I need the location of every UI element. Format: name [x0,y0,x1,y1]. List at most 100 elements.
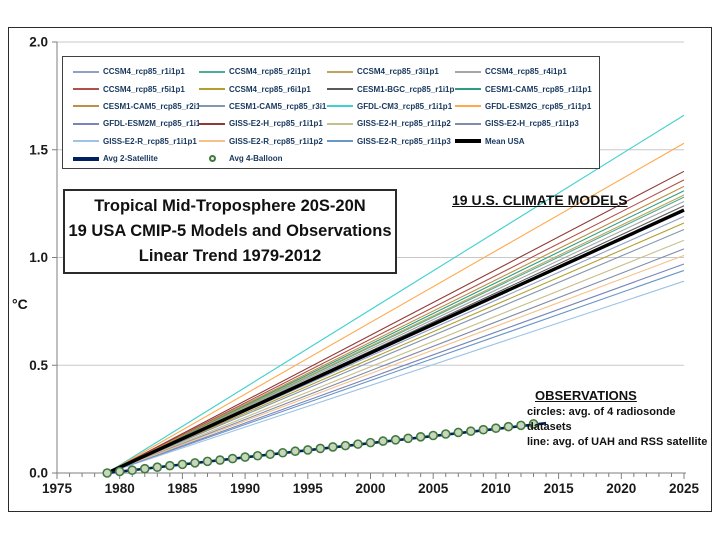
svg-text:2000: 2000 [355,481,385,496]
balloon-marker [277,447,288,458]
balloon-marker [290,446,301,457]
balloon-marker [353,439,363,449]
balloon-marker [428,430,439,441]
legend-label: CCSM4_rcp85_r5i1p1 [103,84,185,94]
legend-entry: GFDL-ESM2G_rcp85_r1i1p1 [455,98,595,115]
y-axis-unit-label: °C [12,296,28,312]
legend-line-swatch [455,70,481,73]
model-line [106,228,685,474]
model-line [106,239,685,474]
legend-line-swatch [73,70,99,73]
legend-entry: GISS-E2-H_rcp85_r1i1p2 [327,115,455,132]
legend-label: CESM1-CAM5_rcp85_r1i1p1 [485,84,592,94]
balloon-marker [453,427,464,438]
legend-entry: CCSM4_rcp85_r3i1p1 [327,63,455,80]
legend-line-swatch [199,122,225,125]
legend-entry: CCSM4_rcp85_r6i1p1 [199,80,327,97]
balloon-marker [415,431,426,442]
legend-label: Mean USA [485,136,525,146]
legend-entry: CESM1-CAM5_rcp85_r3i1p1 [199,98,327,115]
balloon-marker [202,456,213,467]
legend-line-swatch [327,88,353,91]
balloon-marker [528,419,539,429]
legend-entry: CESM1-CAM5_rcp85_r1i1p1 [455,80,595,97]
legend-label: GISS-E2-R_rcp85_r1i1p2 [229,136,323,146]
model-line [106,254,685,474]
legend-entry: Avg 2-Satellite [73,150,199,167]
legend-entry: Mean USA [455,133,595,150]
y-axis-tick-labels: 0.0 0.5 1.0 1.5 2.0 [29,35,48,481]
legend-entry: CCSM4_rcp85_r5i1p1 [73,80,199,97]
balloon-marker [302,445,313,455]
svg-text:2005: 2005 [418,481,449,496]
legend-entry: CCSM4_rcp85_r2i1p1 [199,63,327,80]
legend-line-swatch [199,105,225,108]
legend-line-swatch [73,122,99,125]
legend-label: GISS-E2-H_rcp85_r1i1p1 [229,119,323,129]
model-line [106,179,685,474]
figure-border [8,27,712,512]
model-line [106,248,685,474]
legend-label: Avg 2-Satellite [103,154,158,164]
legend-line-swatch [327,70,353,73]
legend-line-swatch [455,88,481,91]
balloon-marker-icon [199,155,225,163]
balloon-marker [240,452,250,462]
x-axis-tick-labels: 1975 1980 1985 1990 1995 2000 2005 2010 2015 2020… [42,481,700,496]
legend-label: Avg 4-Balloon [229,154,283,164]
svg-text:1.5: 1.5 [29,142,48,157]
svg-text:2020: 2020 [606,481,636,496]
legend-line-swatch [199,70,225,73]
legend-label: GFDL-CM3_rcp85_r1i1p1 [357,101,453,111]
legend-line-swatch [199,88,225,91]
svg-text:1980: 1980 [105,481,135,496]
legend-label: GISS-E2-R_rcp85_r1i1p1 [103,136,197,146]
legend-label: CCSM4_rcp85_r4i1p1 [485,67,567,77]
balloon-marker [340,440,351,451]
model-line [106,142,685,474]
balloon-marker [127,465,138,475]
model-trend-lines [106,114,685,474]
model-line [106,269,685,474]
balloon-marker [466,426,476,436]
legend-line-swatch [327,105,353,108]
observations-annotation: OBSERVATIONS circles: avg. of 4 radioson… [527,388,720,450]
legend-entry: GFDL-ESM2M_rcp85_r1i1p1 [73,115,199,132]
svg-text:0.5: 0.5 [29,358,48,373]
legend-label: CCSM4_rcp85_r1i1p1 [103,67,185,77]
legend-line-swatch [327,140,353,143]
legend-line-swatch [73,88,99,91]
legend-entry: GISS-E2-R_rcp85_r1i1p3 [327,133,455,150]
balloon-marker [177,459,188,470]
legend-line-swatch [73,156,99,161]
legend-entry: GISS-E2-R_rcp85_r1i1p2 [199,133,327,150]
title-line-2: 19 USA CMIP-5 Models and Observations [68,222,392,240]
balloon-marker [252,450,263,461]
svg-text:2010: 2010 [481,481,511,496]
svg-text:1995: 1995 [293,481,324,496]
legend-entry: Avg 4-Balloon [199,150,327,167]
balloon-marker [390,435,401,445]
legend-line-swatch [327,122,353,125]
legend-line-swatch [455,139,481,144]
svg-text:2025: 2025 [669,481,700,496]
legend-label: GISS-E2-H_rcp85_r1i1p2 [357,119,451,129]
legend-label: CESM1-CAM5_rcp85_r3i1p1 [229,101,327,111]
balloon-marker [440,429,451,439]
balloon-marker [315,443,326,454]
balloon-marker [190,458,200,468]
legend-label: GFDL-ESM2M_rcp85_r1i1p1 [103,119,199,129]
chart-title-box: Tropical Mid-Troposphere 20S-20N 19 USA … [63,189,397,274]
legend-entry: GISS-E2-H_rcp85_r1i1p1 [199,115,327,132]
legend-grid: CCSM4_rcp85_r1i1p1 CCSM4_rcp85_r2i1p1 CCSM… [73,63,599,167]
legend-label: CCSM4_rcp85_r6i1p1 [229,84,311,94]
model-line [106,114,685,474]
balloon-marker [491,423,501,433]
legend-line-swatch [455,105,481,108]
legend-label: CESM1-CAM5_rcp85_r2i1p1 [103,101,199,111]
legend-line-swatch [199,140,225,143]
balloon-marker [215,455,225,465]
legend-line-swatch [73,140,99,143]
